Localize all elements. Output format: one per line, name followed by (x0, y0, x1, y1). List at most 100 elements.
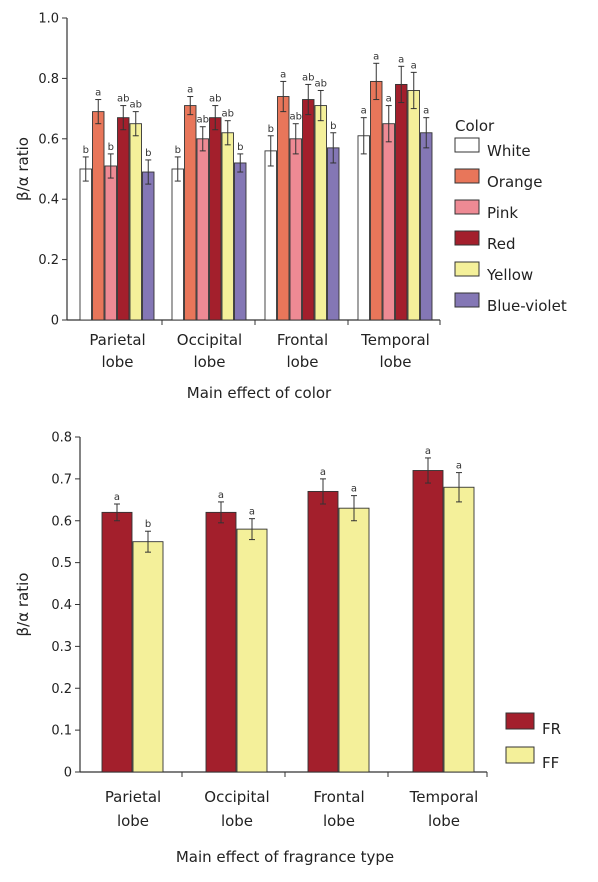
top-significance-letter: b (268, 124, 274, 135)
top-legend-label: Orange (487, 173, 542, 191)
color-effect-chart: 00.20.40.60.81.0β/α ratio babababbParieta… (14, 12, 567, 403)
top-y-tick-label: 0.8 (38, 72, 59, 87)
top-significance-letter: ab (130, 100, 142, 111)
top-bar (382, 123, 395, 321)
bottom-bar (338, 507, 370, 773)
top-bar (264, 150, 277, 321)
bottom-significance-letter: a (218, 490, 224, 501)
top-significance-letter: a (398, 54, 404, 65)
top-bar (407, 90, 420, 321)
bottom-bar (443, 486, 475, 773)
top-bar (357, 135, 370, 321)
top-y-tick-label: 1.0 (38, 12, 59, 27)
bottom-x-tick-label: Parietal (105, 788, 161, 806)
top-significance-letter: b (237, 142, 243, 153)
top-significance-letter: a (423, 106, 429, 117)
bottom-x-tick-label: lobe (323, 812, 355, 830)
top-bar (104, 165, 117, 321)
top-significance-letter: a (361, 106, 367, 117)
top-y-tick-label: 0.2 (38, 253, 59, 268)
bottom-y-tick-label: 0 (64, 766, 72, 781)
top-x-tick-label: Frontal (277, 331, 328, 349)
top-y-tick-label: 0.4 (38, 193, 59, 208)
bottom-y-tick-label: 0.6 (51, 514, 72, 529)
top-significance-letter: b (145, 148, 151, 159)
top-significance-letter: b (108, 142, 114, 153)
top-bar (277, 96, 290, 321)
top-bar (395, 83, 408, 321)
top-bar (289, 138, 302, 321)
top-legend-swatch (454, 261, 480, 277)
top-bar (142, 171, 155, 321)
top-significance-letter: a (386, 94, 392, 105)
top-bar (171, 168, 184, 321)
top-legend-swatch (454, 292, 480, 308)
bottom-y-tick-label: 0.7 (51, 472, 72, 487)
top-legend-swatch (454, 137, 480, 153)
top-bar (92, 111, 105, 321)
top-x-tick-label: Parietal (89, 331, 145, 349)
bottom-y-tick-label: 0.3 (51, 640, 72, 655)
bottom-y-axis-title: β/α ratio (14, 573, 32, 637)
top-significance-letter: b (175, 145, 181, 156)
top-bar (184, 105, 197, 321)
top-bar (314, 105, 327, 321)
top-x-axis-title: Main effect of color (187, 384, 332, 402)
bottom-legend-label: FF (542, 754, 559, 772)
bottom-legend-label: FR (542, 720, 561, 738)
top-legend-swatch (454, 168, 480, 184)
top-significance-letter: a (280, 69, 286, 80)
top-legend-label: White (487, 142, 531, 160)
top-significance-letter: ab (290, 112, 302, 123)
bottom-y-tick-label: 0.2 (51, 682, 72, 697)
bottom-x-tick-label: lobe (221, 812, 253, 830)
top-legend-swatch (454, 199, 480, 215)
bottom-x-tick-label: Temporal (409, 788, 479, 806)
top-significance-letter: a (411, 60, 417, 71)
top-bar (79, 168, 92, 321)
top-legend-title: Color (455, 117, 495, 135)
bottom-significance-letter: a (320, 467, 326, 478)
top-significance-letter: b (330, 121, 336, 132)
top-significance-letter: ab (302, 72, 314, 83)
bottom-y-tick-label: 0.4 (51, 598, 72, 613)
bottom-significance-letter: a (249, 507, 255, 518)
top-bar (302, 99, 315, 321)
bottom-x-axis-title: Main effect of fragrance type (176, 848, 394, 866)
bottom-bar (132, 541, 164, 773)
top-bar (221, 132, 234, 321)
top-significance-letter: ab (315, 78, 327, 89)
top-bar (209, 117, 222, 321)
top-bar (370, 80, 383, 321)
top-x-tick-label: lobe (101, 353, 133, 371)
top-bar (327, 147, 340, 321)
bottom-significance-letter: a (351, 484, 357, 495)
bottom-y-tick-label: 0.1 (51, 724, 72, 739)
top-significance-letter: a (95, 88, 101, 99)
bottom-legend-swatch (505, 712, 535, 730)
top-legend-label: Yellow (486, 266, 533, 284)
top-legend-label: Blue-violet (487, 297, 567, 315)
top-significance-letter: ab (117, 94, 129, 105)
top-significance-letter: b (83, 145, 89, 156)
bottom-bar (101, 511, 133, 773)
bottom-significance-letter: a (114, 492, 120, 503)
top-y-tick-label: 0.6 (38, 132, 59, 147)
top-significance-letter: a (373, 51, 379, 62)
top-bar (196, 138, 209, 321)
bottom-x-tick-label: lobe (428, 812, 460, 830)
bottom-significance-letter: a (456, 461, 462, 472)
top-bar (129, 123, 142, 321)
top-significance-letter: ab (197, 115, 209, 126)
bottom-x-tick-label: lobe (117, 812, 149, 830)
top-x-tick-label: lobe (193, 353, 225, 371)
bottom-bar (307, 490, 339, 773)
bottom-legend-swatch (505, 746, 535, 764)
bottom-bar (412, 470, 444, 773)
bottom-significance-letter: b (145, 519, 151, 530)
top-significance-letter: a (187, 85, 193, 96)
top-significance-letter: ab (209, 94, 221, 105)
top-legend-label: Red (487, 235, 516, 253)
bottom-bar (236, 528, 268, 773)
